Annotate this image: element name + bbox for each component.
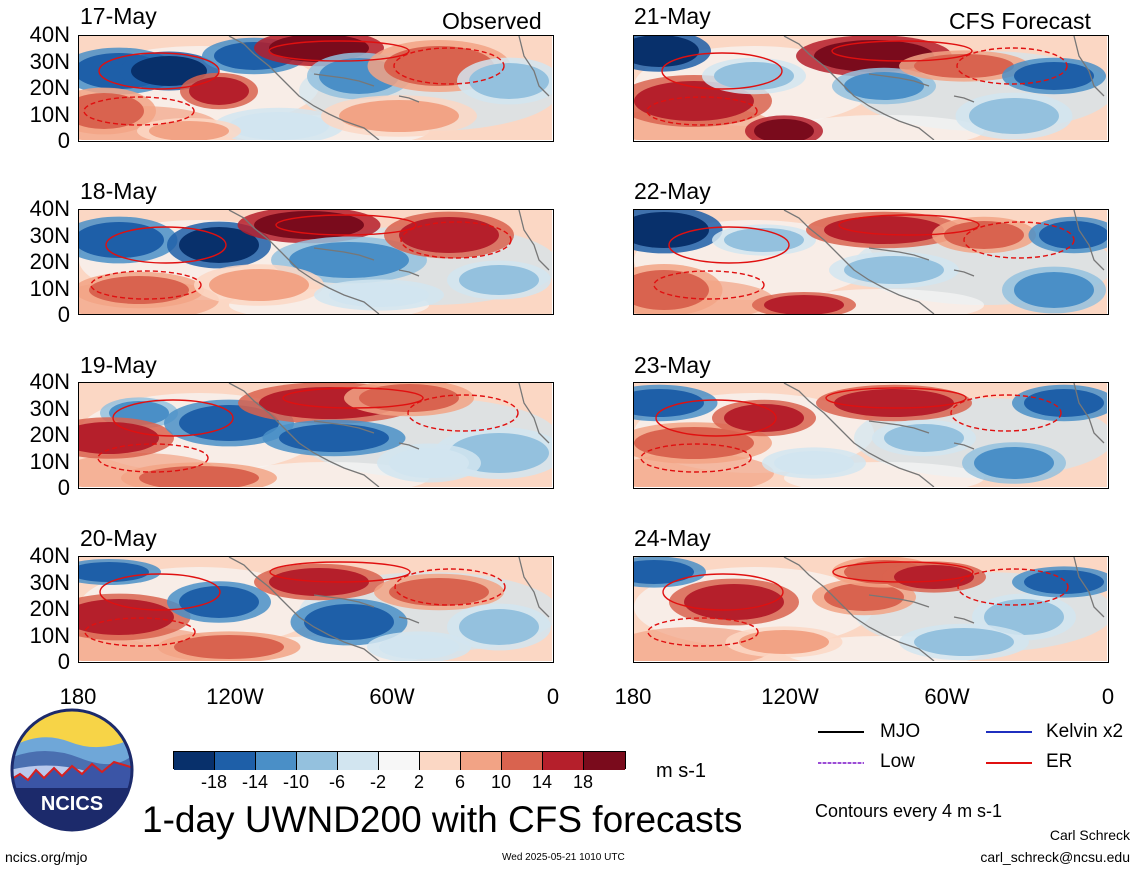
colorbar-swatch <box>502 752 543 770</box>
y-tick-label: 10N <box>29 101 70 127</box>
map-panel-forecast-24-may <box>633 556 1109 663</box>
y-tick-label: 40N <box>29 22 70 47</box>
panel-date: 21-May <box>634 3 711 29</box>
map-panel-observed-20-may <box>78 556 554 663</box>
y-tick-label: 30N <box>29 569 70 595</box>
panel-date: 19-May <box>80 352 157 378</box>
y-tick-label: 20N <box>29 596 70 621</box>
y-tick-label: 40N <box>29 369 70 394</box>
y-tick-label: 20N <box>29 422 70 447</box>
y-tick-label: 0 <box>57 649 70 674</box>
forecast-header: CFS Forecast <box>949 8 1091 34</box>
panel-date: 22-May <box>634 178 711 204</box>
panel-date: 17-May <box>80 3 157 29</box>
y-tick-label: 10N <box>29 448 70 474</box>
mjo-legend-line <box>818 731 864 733</box>
y-tick-label: 0 <box>57 475 70 500</box>
ncics-logo: NCICS <box>10 708 134 832</box>
colorbar-swatch <box>215 752 256 770</box>
colorbar-tick-label: 18 <box>572 772 594 792</box>
map-panel-observed-18-may <box>78 209 554 315</box>
map-panel-forecast-21-may <box>633 35 1109 142</box>
colorbar-swatch <box>584 752 625 770</box>
x-tick-label: 60W <box>369 684 415 709</box>
footer-author: Carl Schreck <box>1049 827 1130 843</box>
colorbar-swatch <box>174 752 215 770</box>
panel-date: 18-May <box>80 178 157 204</box>
kelvin-legend-line <box>986 731 1032 733</box>
panel-date: 20-May <box>80 525 157 551</box>
map-panel-observed-17-may <box>78 35 554 142</box>
y-tick-label: 30N <box>29 222 70 248</box>
colorbar-swatch <box>379 752 420 770</box>
y-tick-label: 10N <box>29 622 70 648</box>
contours-note: Contours every 4 m s-1 <box>815 801 1003 821</box>
colorbar-swatch <box>297 752 338 770</box>
y-tick-label: 40N <box>29 543 70 568</box>
kelvin-legend-label: Kelvin x2 <box>1046 721 1124 742</box>
y-tick-label: 20N <box>29 249 70 274</box>
y-tick-label: 40N <box>29 196 70 221</box>
low-legend-line <box>818 762 864 764</box>
map-panel-forecast-23-may <box>633 382 1109 489</box>
colorbar <box>173 751 626 770</box>
colorbar-tick-label: -14 <box>241 772 268 792</box>
map-panel-forecast-22-may <box>633 209 1109 315</box>
colorbar-tick-label: -6 <box>328 772 345 792</box>
low-legend-label: Low <box>880 751 915 772</box>
y-tick-label: 0 <box>57 302 70 327</box>
x-tick-label: 180 <box>59 684 97 709</box>
y-tick-label: 30N <box>29 395 70 421</box>
colorbar-unit: m s-1 <box>656 760 706 782</box>
y-tick-label: 30N <box>29 48 70 74</box>
colorbar-swatch <box>338 752 379 770</box>
x-tick-label: 60W <box>924 684 970 709</box>
observed-header: Observed <box>442 8 542 34</box>
colorbar-tick-label: -2 <box>369 772 386 792</box>
colorbar-swatch <box>420 752 461 770</box>
map-panel-observed-19-may <box>78 382 554 489</box>
colorbar-tick-label: 14 <box>531 772 553 792</box>
x-tick-label: 180 <box>614 684 652 709</box>
y-tick-label: 20N <box>29 75 70 100</box>
colorbar-swatch <box>543 752 584 770</box>
logo-text: NCICS <box>41 793 103 815</box>
footer-url: ncics.org/mjo <box>5 849 88 865</box>
colorbar-tick-label: 2 <box>413 772 424 792</box>
y-tick-label: 10N <box>29 275 70 301</box>
main-title: 1-day UWND200 with CFS forecasts <box>142 799 743 840</box>
footer-timestamp: Wed 2025-05-21 1010 UTC <box>502 852 625 863</box>
panel-date: 23-May <box>634 352 711 378</box>
er-legend-line <box>986 762 1032 764</box>
x-tick-label: 120W <box>761 684 819 709</box>
mjo-legend-label: MJO <box>880 721 921 742</box>
colorbar-swatch <box>461 752 502 770</box>
x-tick-label: 120W <box>206 684 264 709</box>
colorbar-tick-label: -10 <box>282 772 309 792</box>
er-legend-label: ER <box>1046 751 1073 772</box>
x-tick-label: 0 <box>546 684 560 709</box>
colorbar-tick-label: -18 <box>200 772 227 792</box>
y-tick-label: 0 <box>57 128 70 153</box>
panel-date: 24-May <box>634 525 711 551</box>
x-tick-label: 0 <box>1101 684 1115 709</box>
footer-email: carl_schreck@ncsu.edu <box>980 849 1130 865</box>
colorbar-swatch <box>256 752 297 770</box>
colorbar-tick-label: 10 <box>490 772 512 792</box>
colorbar-tick-label: 6 <box>454 772 465 792</box>
